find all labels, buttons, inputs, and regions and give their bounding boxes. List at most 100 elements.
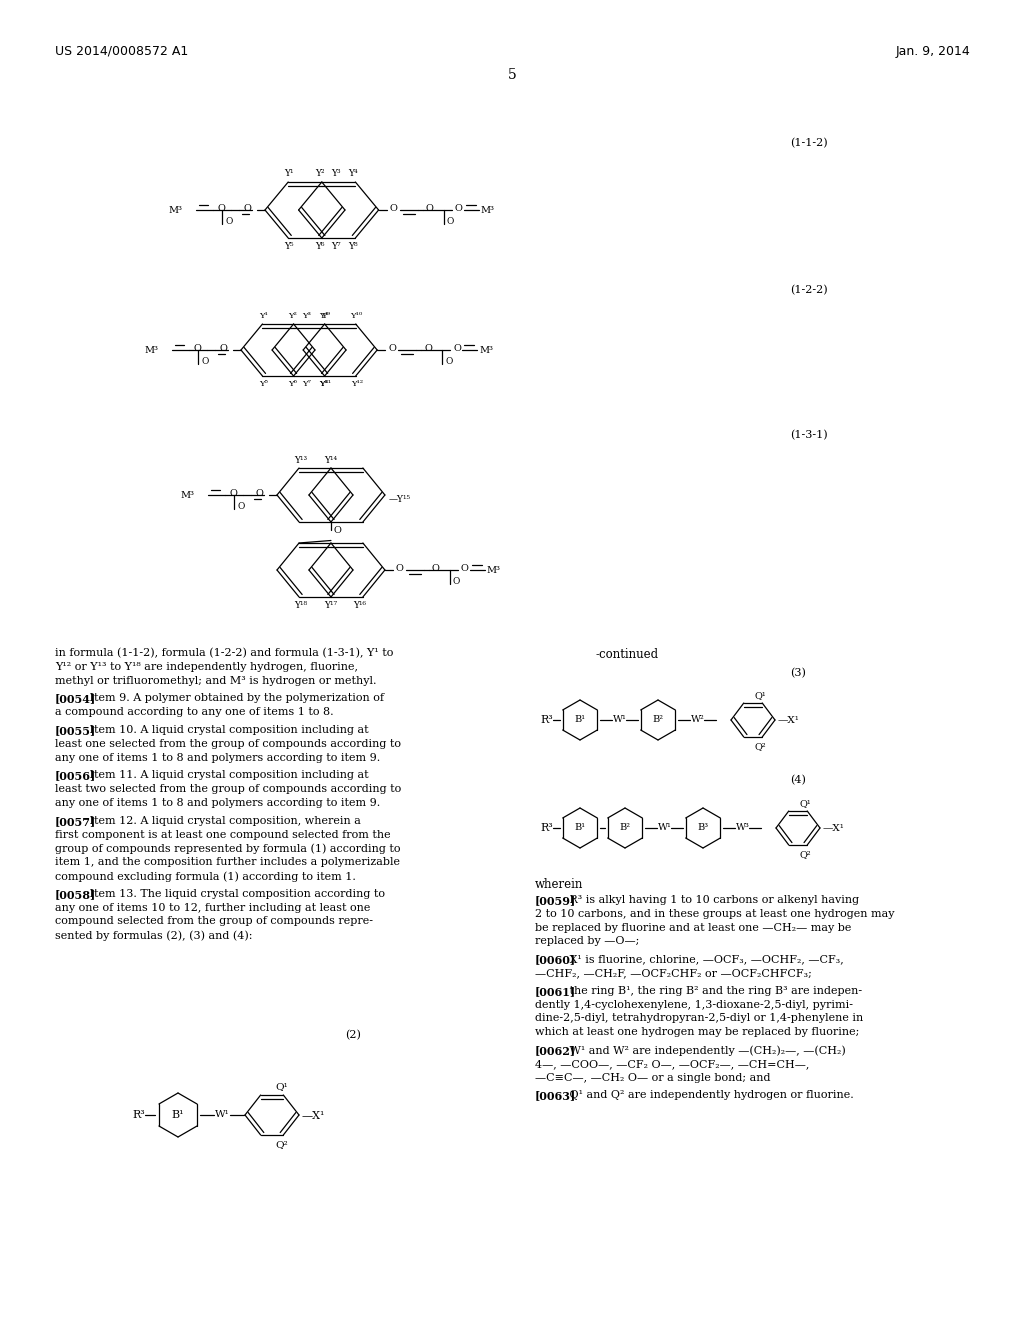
Text: [0063]: [0063] (535, 1090, 577, 1101)
Text: 5: 5 (508, 69, 516, 82)
Text: Y¹: Y¹ (285, 169, 294, 178)
Text: Item 10. A liquid crystal composition including at: Item 10. A liquid crystal composition in… (86, 725, 369, 735)
Text: Jan. 9, 2014: Jan. 9, 2014 (895, 45, 970, 58)
Text: Y⁵: Y⁵ (285, 242, 294, 251)
Text: Item 12. A liquid crystal composition, wherein a: Item 12. A liquid crystal composition, w… (86, 816, 361, 826)
Text: —Y¹⁵: —Y¹⁵ (389, 495, 411, 504)
Text: Y¹³: Y¹³ (295, 455, 307, 465)
Text: O: O (454, 345, 461, 352)
Text: B²: B² (620, 824, 631, 833)
Text: B²: B² (652, 715, 664, 725)
Text: Q²: Q² (275, 1140, 288, 1148)
Text: O: O (255, 488, 263, 498)
Text: [0057]: [0057] (55, 816, 96, 826)
Text: Y¹⁰: Y¹⁰ (350, 312, 362, 319)
Text: [0056]: [0056] (55, 771, 96, 781)
Text: O: O (225, 216, 232, 226)
Text: which at least one hydrogen may be replaced by fluorine;: which at least one hydrogen may be repla… (535, 1027, 859, 1038)
Text: Y¹⁶: Y¹⁶ (353, 601, 367, 610)
Text: O: O (461, 564, 469, 573)
Text: Y¹²: Y¹² (350, 380, 362, 388)
Text: [0059]: [0059] (535, 895, 577, 906)
Text: Y²: Y² (288, 312, 297, 319)
Text: W²: W² (691, 715, 705, 723)
Text: [0055]: [0055] (55, 725, 96, 737)
Text: W¹ and W² are independently —(CH₂)₂—, —(CH₂): W¹ and W² are independently —(CH₂)₂—, —(… (566, 1045, 846, 1056)
Text: be replaced by fluorine and at least one —CH₂— may be: be replaced by fluorine and at least one… (535, 923, 851, 933)
Text: O: O (396, 564, 403, 573)
Text: O: O (217, 205, 225, 213)
Text: Item 11. A liquid crystal composition including at: Item 11. A liquid crystal composition in… (86, 771, 369, 780)
Text: Y⁴: Y⁴ (348, 169, 358, 178)
Text: Y¹⁴: Y¹⁴ (325, 455, 338, 465)
Text: O: O (445, 356, 453, 366)
Text: M³: M³ (479, 346, 494, 355)
Text: Y⁴: Y⁴ (319, 312, 328, 319)
Text: O: O (388, 345, 396, 352)
Text: Y¹⁸: Y¹⁸ (295, 601, 307, 610)
Text: M³: M³ (180, 491, 194, 500)
Text: O: O (453, 577, 461, 586)
Text: O: O (426, 205, 433, 213)
Text: R³: R³ (132, 1110, 145, 1119)
Text: Item 13. The liquid crystal composition according to: Item 13. The liquid crystal composition … (86, 888, 385, 899)
Text: Y⁷: Y⁷ (302, 380, 311, 388)
Text: Q²: Q² (755, 742, 766, 751)
Text: (1-2-2): (1-2-2) (790, 285, 827, 296)
Text: O: O (201, 356, 208, 366)
Text: B³: B³ (697, 824, 709, 833)
Text: —CHF₂, —CH₂F, —OCF₂CHF₂ or —OCF₂CHFCF₃;: —CHF₂, —CH₂F, —OCF₂CHF₂ or —OCF₂CHFCF₃; (535, 968, 812, 978)
Text: (4): (4) (790, 775, 806, 785)
Text: (2): (2) (345, 1030, 360, 1040)
Text: US 2014/0008572 A1: US 2014/0008572 A1 (55, 45, 188, 58)
Text: —C≡C—, —CH₂ O— or a single bond; and: —C≡C—, —CH₂ O— or a single bond; and (535, 1073, 770, 1082)
Text: —X¹: —X¹ (823, 824, 845, 833)
Text: Q¹: Q¹ (755, 690, 766, 700)
Text: Y¹² or Y¹³ to Y¹⁸ are independently hydrogen, fluorine,: Y¹² or Y¹³ to Y¹⁸ are independently hydr… (55, 661, 358, 672)
Text: R³: R³ (541, 822, 553, 833)
Text: O: O (334, 525, 342, 535)
Text: dently 1,4-cyclohexenylene, 1,3-dioxane-2,5-diyl, pyrimi-: dently 1,4-cyclohexenylene, 1,3-dioxane-… (535, 999, 853, 1010)
Text: Q¹ and Q² are independently hydrogen or fluorine.: Q¹ and Q² are independently hydrogen or … (566, 1090, 854, 1101)
Text: —X¹: —X¹ (778, 715, 800, 725)
Text: -continued: -continued (595, 648, 658, 661)
Text: O: O (219, 345, 227, 352)
Text: (1-3-1): (1-3-1) (790, 430, 827, 441)
Text: O: O (389, 205, 397, 213)
Text: Y²: Y² (315, 169, 325, 178)
Text: any one of items 1 to 8 and polymers according to item 9.: any one of items 1 to 8 and polymers acc… (55, 752, 380, 763)
Text: least one selected from the group of compounds according to: least one selected from the group of com… (55, 739, 401, 748)
Text: R³: R³ (541, 715, 553, 725)
Text: the ring B¹, the ring B² and the ring B³ are indepen-: the ring B¹, the ring B² and the ring B³… (566, 986, 862, 995)
Text: Y⁶: Y⁶ (288, 380, 297, 388)
Text: dine-2,5-diyl, tetrahydropyran-2,5-diyl or 1,4-phenylene in: dine-2,5-diyl, tetrahydropyran-2,5-diyl … (535, 1014, 863, 1023)
Text: O: O (432, 564, 439, 573)
Text: [0060]: [0060] (535, 954, 577, 965)
Text: O: O (229, 488, 237, 498)
Text: Y¹¹: Y¹¹ (319, 380, 332, 388)
Text: first component is at least one compound selected from the: first component is at least one compound… (55, 829, 390, 840)
Text: O: O (446, 216, 454, 226)
Text: Y⁵: Y⁵ (259, 380, 268, 388)
Text: M³: M³ (480, 206, 495, 215)
Text: Y¹: Y¹ (259, 312, 268, 319)
Text: (1-1-2): (1-1-2) (790, 139, 827, 148)
Text: O: O (243, 205, 251, 213)
Text: O: O (237, 502, 245, 511)
Text: Q¹: Q¹ (275, 1082, 288, 1092)
Text: W¹: W¹ (215, 1110, 229, 1119)
Text: methyl or trifluoromethyl; and M³ is hydrogen or methyl.: methyl or trifluoromethyl; and M³ is hyd… (55, 676, 377, 685)
Text: O: O (424, 345, 432, 352)
Text: R³ is alkyl having 1 to 10 carbons or alkenyl having: R³ is alkyl having 1 to 10 carbons or al… (566, 895, 859, 906)
Text: O: O (455, 205, 463, 213)
Text: Y³: Y³ (331, 169, 341, 178)
Text: least two selected from the group of compounds according to: least two selected from the group of com… (55, 784, 401, 795)
Text: compound selected from the group of compounds repre-: compound selected from the group of comp… (55, 916, 373, 927)
Text: Q²: Q² (800, 850, 811, 859)
Text: 4—, —COO—, —CF₂ O—, —OCF₂—, —CH=CH—,: 4—, —COO—, —CF₂ O—, —OCF₂—, —CH=CH—, (535, 1059, 809, 1069)
Text: compound excluding formula (1) according to item 1.: compound excluding formula (1) according… (55, 871, 356, 882)
Text: Y⁶: Y⁶ (315, 242, 325, 251)
Text: B¹: B¹ (172, 1110, 184, 1119)
Text: 2 to 10 carbons, and in these groups at least one hydrogen may: 2 to 10 carbons, and in these groups at … (535, 908, 895, 919)
Text: B¹: B¹ (574, 824, 586, 833)
